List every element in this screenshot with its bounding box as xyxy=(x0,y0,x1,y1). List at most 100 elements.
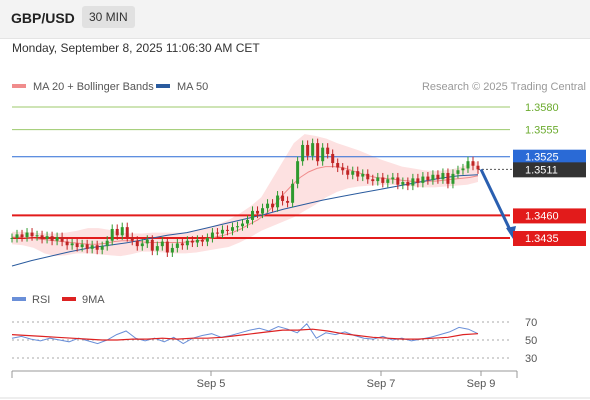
candle-body xyxy=(166,242,169,253)
candle-body xyxy=(326,148,329,154)
rsi-panel: RSI 9MA 70 50 30 xyxy=(12,294,537,365)
rsi-legend-label: RSI xyxy=(32,294,50,306)
candle-body xyxy=(41,235,44,239)
candle-body xyxy=(26,233,29,238)
candle-body xyxy=(456,170,459,174)
rsi-legend-label: 9MA xyxy=(82,294,105,306)
candle-body xyxy=(181,243,184,245)
candle-body xyxy=(341,168,344,171)
candle-body xyxy=(21,234,24,237)
candle-body xyxy=(366,174,369,179)
candle-body xyxy=(256,211,259,214)
candle-body xyxy=(426,177,429,181)
candle-body xyxy=(321,148,324,162)
candle-body xyxy=(436,175,439,180)
resistance-label: 1.3580 xyxy=(525,102,559,114)
candle-body xyxy=(46,236,49,239)
candle-body xyxy=(421,177,424,183)
rsi-legend-swatch xyxy=(62,297,76,301)
candle-body xyxy=(186,241,189,246)
candle-body xyxy=(336,163,339,168)
candle-body xyxy=(281,196,284,201)
candle-body xyxy=(231,227,234,231)
candle-body xyxy=(296,161,299,184)
candle-body xyxy=(106,241,109,246)
candle-body xyxy=(136,241,139,246)
candle-body xyxy=(81,244,84,247)
candle-body xyxy=(416,178,419,183)
legend-swatch xyxy=(12,84,26,88)
candle-body xyxy=(371,179,374,181)
pivot-label: 1.3525 xyxy=(525,152,559,164)
candle-body xyxy=(446,173,449,184)
candle-body xyxy=(331,154,334,163)
candle-body xyxy=(91,245,94,249)
candle-body xyxy=(311,143,314,156)
candle-body xyxy=(291,184,294,203)
candle-body xyxy=(306,145,309,156)
candle-body xyxy=(66,242,69,246)
candle-body xyxy=(396,177,399,184)
candle-body xyxy=(316,143,319,161)
candle-body xyxy=(176,243,179,248)
candle-body xyxy=(101,246,104,250)
candle-body xyxy=(441,173,444,179)
candle-body xyxy=(61,237,64,242)
candle-body xyxy=(411,178,414,185)
candle-body xyxy=(76,243,79,247)
candle-body xyxy=(11,238,14,239)
support-label: 1.3435 xyxy=(525,233,559,245)
candle-body xyxy=(211,233,214,238)
candle-body xyxy=(271,204,274,208)
forecast-arrow-shaft xyxy=(481,169,512,234)
candle-body xyxy=(391,177,394,179)
candle-body xyxy=(276,196,279,208)
candle-body xyxy=(261,208,264,213)
candle-body xyxy=(461,168,464,170)
candle-body xyxy=(121,227,124,235)
legend-label: MA 50 xyxy=(177,81,208,93)
support-label: 1.3460 xyxy=(525,210,559,222)
candle-body xyxy=(246,220,249,224)
candle-body xyxy=(116,229,119,235)
candle-body xyxy=(36,235,39,236)
resistance-label: 1.3555 xyxy=(525,125,559,137)
candle-body xyxy=(356,171,359,176)
candle-body xyxy=(201,240,204,242)
candle-body xyxy=(381,177,384,182)
candle-body xyxy=(301,145,304,161)
candle-body xyxy=(131,237,134,241)
candle-body xyxy=(31,233,34,237)
candle-body xyxy=(477,166,480,170)
rsi-ma-line xyxy=(12,329,478,340)
candle-body xyxy=(126,227,129,237)
candle-body xyxy=(206,238,209,242)
legend-layer: MA 20 + Bollinger Bands MA 50 Research © 2… xyxy=(12,81,586,93)
rsi-line xyxy=(12,324,478,344)
candle-body xyxy=(361,174,364,177)
candle-body xyxy=(151,240,154,251)
candle-body xyxy=(351,171,354,175)
candle-body xyxy=(286,201,289,203)
candle-body xyxy=(16,234,19,238)
copyright-text: Research © 2025 Trading Central xyxy=(422,81,586,93)
candle-body xyxy=(196,240,199,243)
candle-body xyxy=(221,230,224,234)
candle-body xyxy=(141,243,144,246)
x-tick-label: Sep 9 xyxy=(467,378,496,390)
candle-body xyxy=(171,248,174,253)
rsi-legend-swatch xyxy=(12,297,26,301)
x-tick-label: Sep 7 xyxy=(367,378,396,390)
candle-body xyxy=(96,245,99,250)
candle-body xyxy=(376,177,379,181)
candle-body xyxy=(156,246,159,251)
candle-body xyxy=(266,204,269,209)
candle-body xyxy=(161,242,164,247)
time-axis: Sep 5 Sep 7 Sep 9 xyxy=(0,371,590,398)
legend-label: MA 20 + Bollinger Bands xyxy=(33,81,154,93)
candle-body xyxy=(241,224,244,227)
candle-body xyxy=(431,175,434,180)
candle-body xyxy=(401,182,404,185)
candle-body xyxy=(466,161,469,168)
